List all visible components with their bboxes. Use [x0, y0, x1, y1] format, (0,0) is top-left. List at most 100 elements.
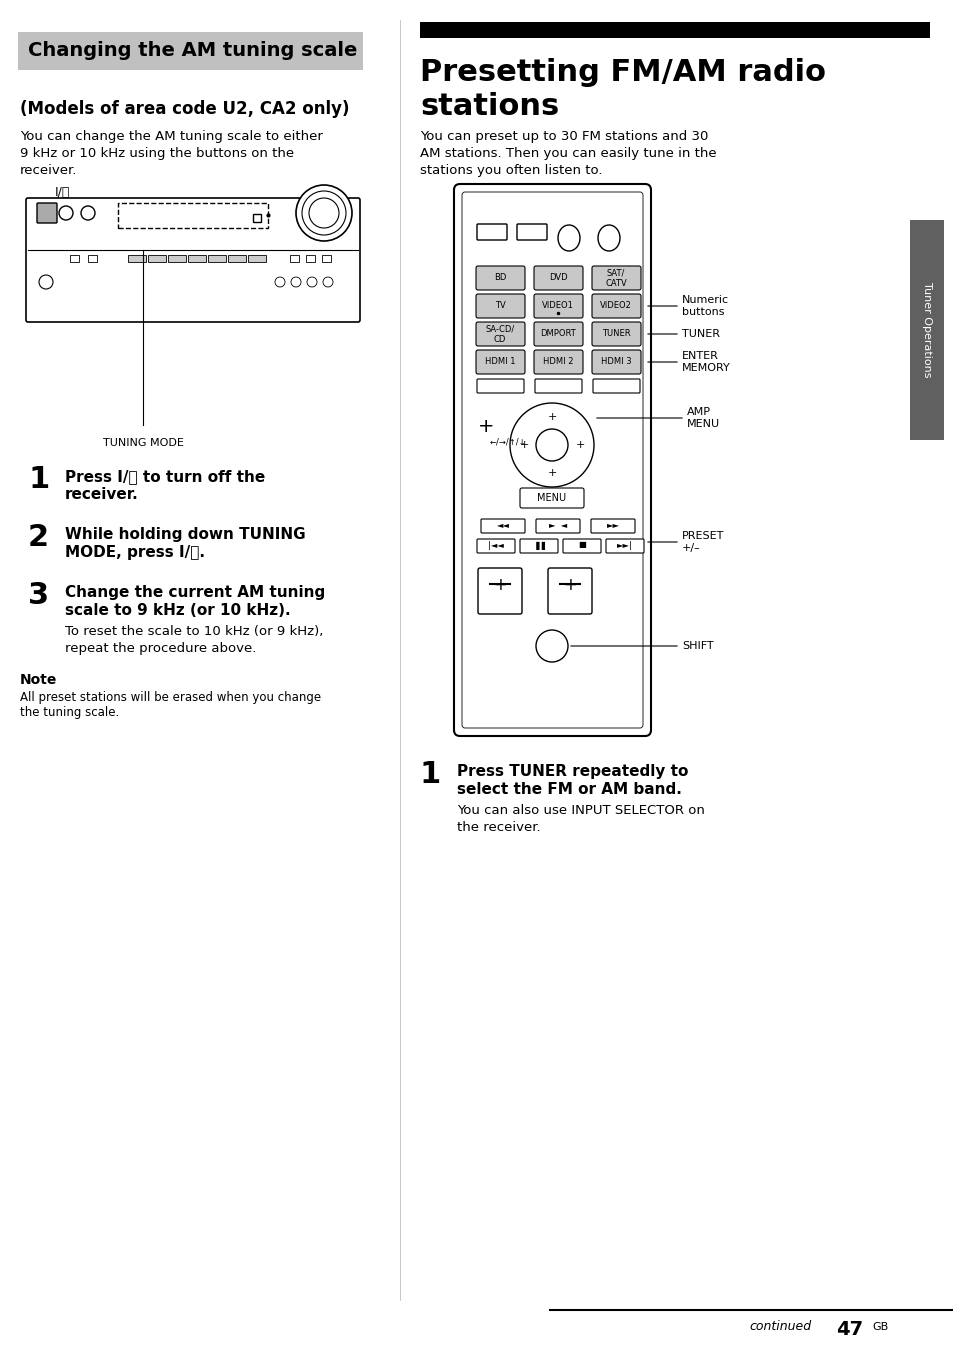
FancyBboxPatch shape	[547, 568, 592, 614]
FancyBboxPatch shape	[476, 224, 506, 241]
Text: You can also use INPUT SELECTOR on: You can also use INPUT SELECTOR on	[456, 804, 704, 817]
Text: 1: 1	[28, 465, 50, 493]
FancyBboxPatch shape	[517, 224, 546, 241]
Text: AMP
MENU: AMP MENU	[686, 407, 720, 429]
Bar	[419, 22, 929, 38]
Text: AM stations. Then you can easily tune in the: AM stations. Then you can easily tune in…	[419, 147, 716, 160]
Circle shape	[307, 277, 316, 287]
Text: 1: 1	[419, 760, 441, 790]
Circle shape	[81, 206, 95, 220]
Circle shape	[536, 630, 567, 662]
Text: continued: continued	[748, 1320, 810, 1333]
Bar	[118, 203, 268, 228]
FancyBboxPatch shape	[476, 539, 515, 553]
Bar	[253, 214, 261, 222]
Text: TUNING MODE: TUNING MODE	[103, 438, 183, 448]
Circle shape	[302, 191, 346, 235]
Text: ►  ◄: ► ◄	[548, 521, 566, 530]
Text: VIDEO2: VIDEO2	[599, 301, 631, 311]
Circle shape	[39, 274, 53, 289]
Text: ►►|: ►►|	[617, 541, 632, 549]
FancyBboxPatch shape	[519, 539, 558, 553]
Text: +: +	[547, 468, 557, 479]
Text: ENTER
MEMORY: ENTER MEMORY	[681, 352, 730, 373]
FancyBboxPatch shape	[593, 379, 639, 393]
FancyBboxPatch shape	[476, 379, 523, 393]
FancyBboxPatch shape	[562, 539, 600, 553]
FancyBboxPatch shape	[592, 293, 640, 318]
Text: GB: GB	[871, 1322, 887, 1332]
FancyBboxPatch shape	[480, 519, 524, 533]
FancyBboxPatch shape	[476, 350, 524, 375]
Text: SAT/
CATV: SAT/ CATV	[604, 268, 626, 288]
Text: DVD: DVD	[548, 273, 567, 283]
Bar	[70, 256, 79, 262]
FancyBboxPatch shape	[534, 350, 582, 375]
Text: While holding down TUNING: While holding down TUNING	[65, 527, 305, 542]
Text: DMPORT: DMPORT	[539, 330, 576, 338]
Text: stations: stations	[419, 92, 558, 120]
Text: SA-CD/
CD: SA-CD/ CD	[485, 324, 514, 343]
Bar	[188, 256, 206, 262]
FancyBboxPatch shape	[534, 293, 582, 318]
FancyBboxPatch shape	[536, 519, 579, 533]
Text: Changing the AM tuning scale: Changing the AM tuning scale	[28, 42, 357, 61]
Text: 9 kHz or 10 kHz using the buttons on the: 9 kHz or 10 kHz using the buttons on the	[20, 147, 294, 160]
Circle shape	[323, 277, 333, 287]
Text: (Models of area code U2, CA2 only): (Models of area code U2, CA2 only)	[20, 100, 349, 118]
Text: ◄◄: ◄◄	[496, 521, 509, 530]
Ellipse shape	[558, 224, 579, 251]
Text: receiver.: receiver.	[65, 487, 138, 502]
Bar	[88, 256, 97, 262]
Text: +: +	[547, 412, 557, 422]
Text: All preset stations will be erased when you change: All preset stations will be erased when …	[20, 691, 321, 704]
Text: BD: BD	[494, 273, 506, 283]
FancyBboxPatch shape	[534, 322, 582, 346]
Text: +: +	[477, 416, 494, 435]
Circle shape	[295, 185, 352, 241]
Bar	[148, 256, 166, 262]
FancyBboxPatch shape	[454, 184, 650, 735]
Text: +: +	[518, 439, 528, 450]
Bar	[306, 256, 314, 262]
Text: Presetting FM/AM radio: Presetting FM/AM radio	[419, 58, 825, 87]
Text: You can change the AM tuning scale to either: You can change the AM tuning scale to ei…	[20, 130, 322, 143]
Text: |◄◄: |◄◄	[488, 541, 503, 549]
FancyBboxPatch shape	[476, 322, 524, 346]
Bar	[290, 256, 298, 262]
Text: 47: 47	[836, 1320, 862, 1338]
Bar	[228, 256, 246, 262]
FancyBboxPatch shape	[590, 519, 635, 533]
Text: Tuner Operations: Tuner Operations	[921, 283, 931, 377]
Text: Note: Note	[20, 673, 57, 687]
Circle shape	[59, 206, 73, 220]
Bar	[168, 256, 186, 262]
Text: stations you often listen to.: stations you often listen to.	[419, 164, 602, 177]
Bar	[208, 256, 226, 262]
FancyBboxPatch shape	[519, 488, 583, 508]
FancyBboxPatch shape	[461, 192, 642, 727]
FancyBboxPatch shape	[592, 350, 640, 375]
Text: receiver.: receiver.	[20, 164, 77, 177]
Text: Press I/⏻ to turn off the: Press I/⏻ to turn off the	[65, 469, 265, 484]
Text: MODE, press I/⏻.: MODE, press I/⏻.	[65, 545, 205, 560]
Bar	[248, 256, 266, 262]
Text: TUNER: TUNER	[601, 330, 630, 338]
Text: Press TUNER repeatedly to: Press TUNER repeatedly to	[456, 764, 688, 779]
FancyBboxPatch shape	[37, 203, 57, 223]
Text: TV: TV	[494, 301, 505, 311]
Text: +: +	[562, 576, 577, 594]
Circle shape	[309, 197, 338, 228]
Bar	[322, 256, 331, 262]
FancyBboxPatch shape	[535, 379, 581, 393]
FancyBboxPatch shape	[592, 322, 640, 346]
Text: HDMI 2: HDMI 2	[542, 357, 573, 366]
FancyBboxPatch shape	[909, 220, 943, 439]
FancyBboxPatch shape	[26, 197, 359, 322]
Circle shape	[536, 429, 567, 461]
FancyBboxPatch shape	[476, 293, 524, 318]
Text: I/⏻: I/⏻	[55, 187, 71, 199]
Text: 3: 3	[28, 581, 49, 610]
Text: PRESET
+/–: PRESET +/–	[681, 531, 723, 553]
Text: +: +	[493, 576, 506, 594]
